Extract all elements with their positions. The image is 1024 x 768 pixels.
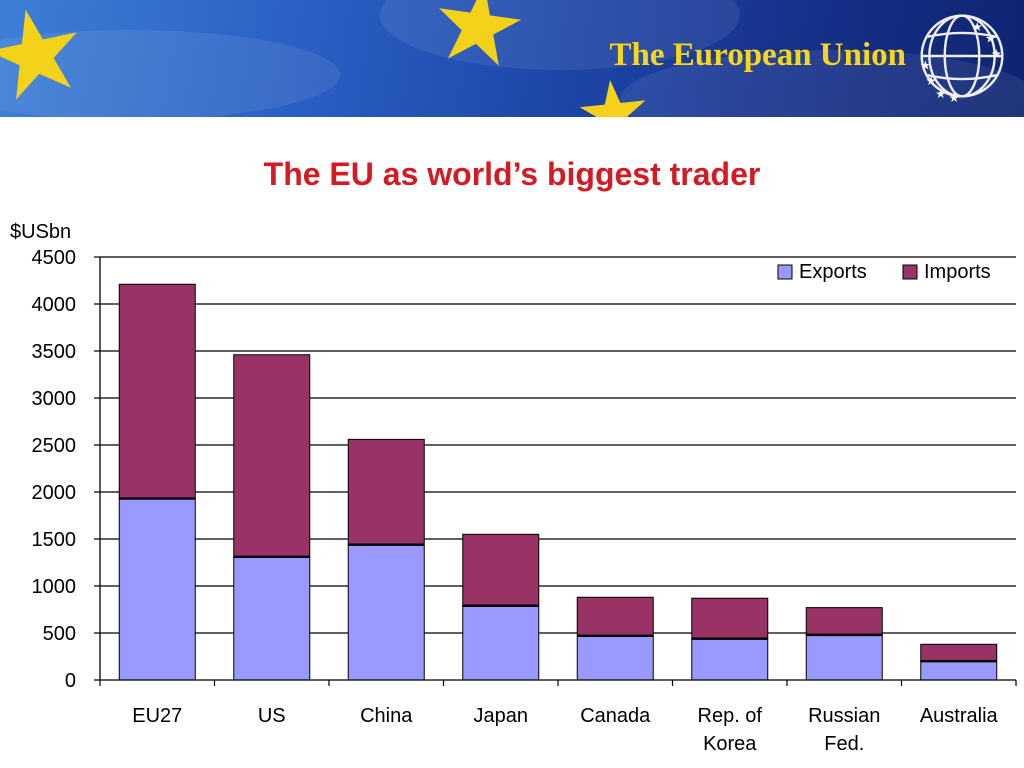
bar-imports <box>691 597 769 640</box>
svg-text:★: ★ <box>949 90 960 104</box>
bar-exports <box>805 634 883 681</box>
y-tick-label: 4500 <box>32 247 77 269</box>
y-tick-label: 3000 <box>32 388 77 410</box>
bar-imports <box>920 643 998 662</box>
bar-imports <box>347 438 425 546</box>
legend-label-imports: Imports <box>924 261 991 283</box>
bar-exports <box>920 660 998 681</box>
svg-text:★: ★ <box>935 86 946 101</box>
y-tick-label: 2000 <box>32 482 77 504</box>
flag-star-icon: ★ <box>0 0 101 117</box>
slide-title: The EU as world’s biggest trader <box>263 156 761 192</box>
x-tick-label: Fed. <box>824 733 864 755</box>
bar-exports <box>462 605 540 681</box>
bar-imports <box>576 596 654 637</box>
bar-imports <box>233 354 311 558</box>
legend-swatch-imports <box>902 264 918 280</box>
bar-exports <box>233 556 311 681</box>
brand-title: The European Union <box>609 37 906 73</box>
svg-text:★: ★ <box>926 73 937 88</box>
legend: Exports Imports <box>777 261 991 283</box>
globe-logo-icon: ★★★ ★★★ ★ <box>920 14 1004 104</box>
y-tick-label: 3500 <box>32 341 77 363</box>
x-tick-label: Russian <box>808 705 880 727</box>
x-tick-label: China <box>360 705 413 727</box>
y-axis-label: $USbn <box>10 221 71 243</box>
legend-swatch-exports <box>777 264 793 280</box>
x-tick-label: US <box>258 705 286 727</box>
flag-fold <box>0 30 340 117</box>
x-tick-label: Korea <box>703 733 757 755</box>
bar-exports <box>691 638 769 681</box>
bar-imports <box>462 533 540 607</box>
legend-label-exports: Exports <box>799 261 867 283</box>
stacked-bar-chart: $USbn 0 500 1000 1500 2000 2500 3000 3500 4000 45… <box>10 221 1017 755</box>
x-tick-label: Canada <box>580 705 651 727</box>
svg-text:★: ★ <box>920 57 931 72</box>
svg-text:★: ★ <box>985 31 996 46</box>
y-tick-label: 0 <box>65 670 76 692</box>
x-tick-label: Rep. of <box>698 705 763 727</box>
flag-star-icon: ★ <box>421 0 536 95</box>
y-tick-label: 2500 <box>32 435 77 457</box>
x-tick-labels: EU27 US China Japan Canada Rep. of Korea Russia… <box>132 705 998 755</box>
y-tick-labels: 0 500 1000 1500 2000 2500 3000 3500 4000 4500 <box>32 247 77 692</box>
axes <box>99 257 1017 686</box>
x-tick-label: Japan <box>474 705 529 727</box>
y-tick-label: 1000 <box>32 576 77 598</box>
svg-text:★: ★ <box>991 46 1002 61</box>
header-banner: ★ ★ ★ The European Union ★ ★ ★ ★ ★ ★ ★ <box>0 0 1024 117</box>
x-tick-label: EU27 <box>132 705 182 727</box>
svg-text:★: ★ <box>972 19 983 34</box>
bar-exports <box>576 635 654 681</box>
bar-exports <box>118 498 196 681</box>
bars <box>118 283 998 681</box>
bar-exports <box>347 544 425 681</box>
y-tick-label: 1500 <box>32 529 77 551</box>
y-tick-label: 4000 <box>32 294 77 316</box>
y-tick-label: 500 <box>43 623 76 645</box>
bar-imports <box>118 283 196 500</box>
x-tick-label: Australia <box>920 705 999 727</box>
bar-imports <box>805 607 883 636</box>
